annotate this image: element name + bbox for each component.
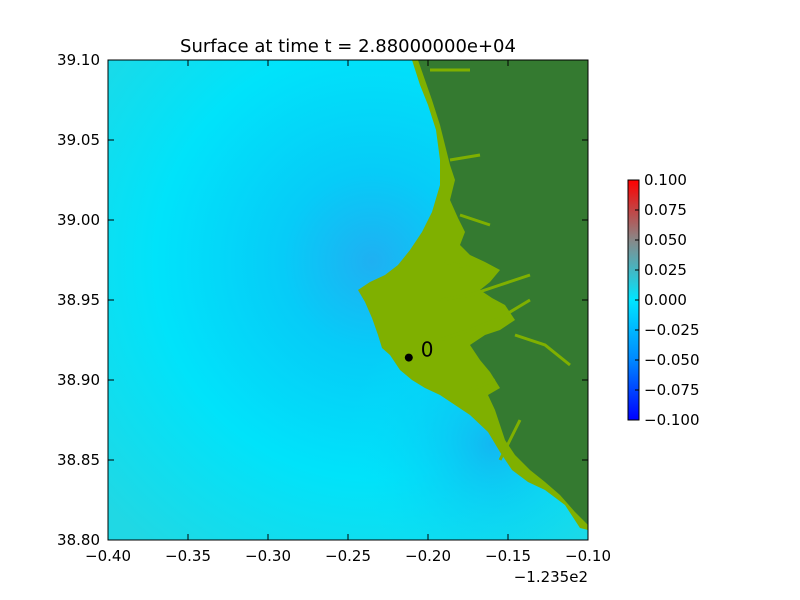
y-tick-label: 38.80 xyxy=(57,531,100,549)
colorbar-tick-label: 0.000 xyxy=(644,291,687,309)
x-axis: −0.40 −0.35 −0.30 −0.25 −0.20 −0.15 −0.10 xyxy=(85,60,611,565)
gauge-marker xyxy=(404,353,413,362)
x-tick-label: −0.15 xyxy=(485,547,531,565)
land-highland xyxy=(418,60,588,525)
colorbar-tick-label: 0.100 xyxy=(644,171,687,189)
colorbar-tick-label: 0.050 xyxy=(644,231,687,249)
colorbar-tick-label: −0.075 xyxy=(644,381,700,399)
y-tick-label: 38.90 xyxy=(57,371,100,389)
chart-title: Surface at time t = 2.88000000e+04 xyxy=(180,36,516,57)
y-tick-label: 39.00 xyxy=(57,211,100,229)
x-tick-label: −0.30 xyxy=(245,547,291,565)
x-tick-label: −0.35 xyxy=(165,547,211,565)
colorbar-ticks: −0.100 −0.075 −0.050 −0.025 0.000 0.025 0.050 0… xyxy=(635,171,700,429)
colorbar-tick-label: −0.100 xyxy=(644,411,700,429)
y-tick-label: 39.05 xyxy=(57,131,100,149)
gauge-label: 0 xyxy=(421,338,434,362)
colorbar: −0.100 −0.075 −0.050 −0.025 0.000 0.025 0.050 0… xyxy=(627,171,700,429)
x-tick-label: −0.10 xyxy=(565,547,611,565)
y-tick-label: 38.95 xyxy=(57,291,100,309)
colorbar-tick-label: −0.025 xyxy=(644,321,700,339)
x-offset-label: −1.235e2 xyxy=(514,568,588,586)
x-tick-label: −0.40 xyxy=(85,547,131,565)
colorbar-tick-label: −0.050 xyxy=(644,351,700,369)
land-channels xyxy=(430,68,571,461)
y-axis: 38.80 38.85 38.90 38.95 39.00 39.05 39.10 xyxy=(57,51,588,549)
colorbar-tick-label: 0.075 xyxy=(644,201,687,219)
plot-area: 0 xyxy=(108,60,588,540)
colorbar-tick-label: 0.025 xyxy=(644,261,687,279)
x-tick-label: −0.20 xyxy=(405,547,451,565)
y-tick-label: 39.10 xyxy=(57,51,100,69)
x-tick-label: −0.25 xyxy=(325,547,371,565)
y-tick-label: 38.85 xyxy=(57,451,100,469)
